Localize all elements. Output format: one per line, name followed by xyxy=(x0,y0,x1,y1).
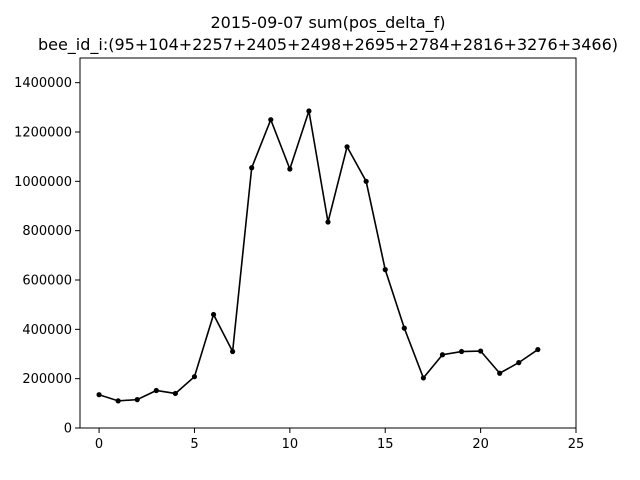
data-point xyxy=(210,311,217,318)
y-tick-label: 0 xyxy=(64,422,72,437)
data-point xyxy=(478,348,484,354)
y-tick-label: 200000 xyxy=(22,372,72,387)
data-point xyxy=(401,325,407,331)
x-tick-label: 25 xyxy=(568,437,585,452)
x-tick-label: 15 xyxy=(377,437,394,452)
data-point xyxy=(115,398,121,404)
series-line xyxy=(98,110,539,402)
data-point xyxy=(268,117,274,123)
y-tick-label: 1000000 xyxy=(14,175,72,190)
data-point xyxy=(191,374,198,380)
data-point xyxy=(420,375,426,381)
y-tick-label: 600000 xyxy=(22,274,72,289)
data-point xyxy=(153,387,159,394)
data-point xyxy=(458,348,465,355)
y-tick-label: 400000 xyxy=(22,323,72,338)
x-tick-label: 20 xyxy=(472,437,489,452)
data-point xyxy=(325,219,331,225)
y-tick-label: 800000 xyxy=(22,224,72,239)
plot-frame xyxy=(79,57,577,429)
data-point xyxy=(287,166,293,172)
y-tick-label: 1200000 xyxy=(14,126,72,141)
data-point xyxy=(249,165,255,171)
data-point xyxy=(363,178,369,184)
data-point xyxy=(172,390,178,397)
data-point xyxy=(344,144,350,150)
x-tick-label: 0 xyxy=(95,437,103,452)
data-point xyxy=(516,360,522,366)
data-point xyxy=(439,352,446,358)
chart-title-line-2: bee_id_i:(95+104+2257+2405+2498+2695+278… xyxy=(38,35,618,55)
data-point xyxy=(230,348,236,355)
y-axis: 0 200000 400000 600000 800000 1000000 1200000 1… xyxy=(14,76,80,437)
data-point xyxy=(306,108,312,114)
data-point xyxy=(535,346,541,353)
data-point xyxy=(497,370,503,376)
data-point xyxy=(134,397,140,403)
chart-title-line-1: 2015-09-07 sum(pos_delta_f) xyxy=(210,13,445,33)
x-tick-label: 10 xyxy=(282,437,299,452)
y-tick-label: 1400000 xyxy=(14,76,72,91)
x-axis: 0 5 10 15 20 25 xyxy=(95,428,584,452)
data-point xyxy=(96,392,102,398)
series xyxy=(96,108,541,404)
x-tick-label: 5 xyxy=(190,437,198,452)
data-point xyxy=(382,267,388,273)
